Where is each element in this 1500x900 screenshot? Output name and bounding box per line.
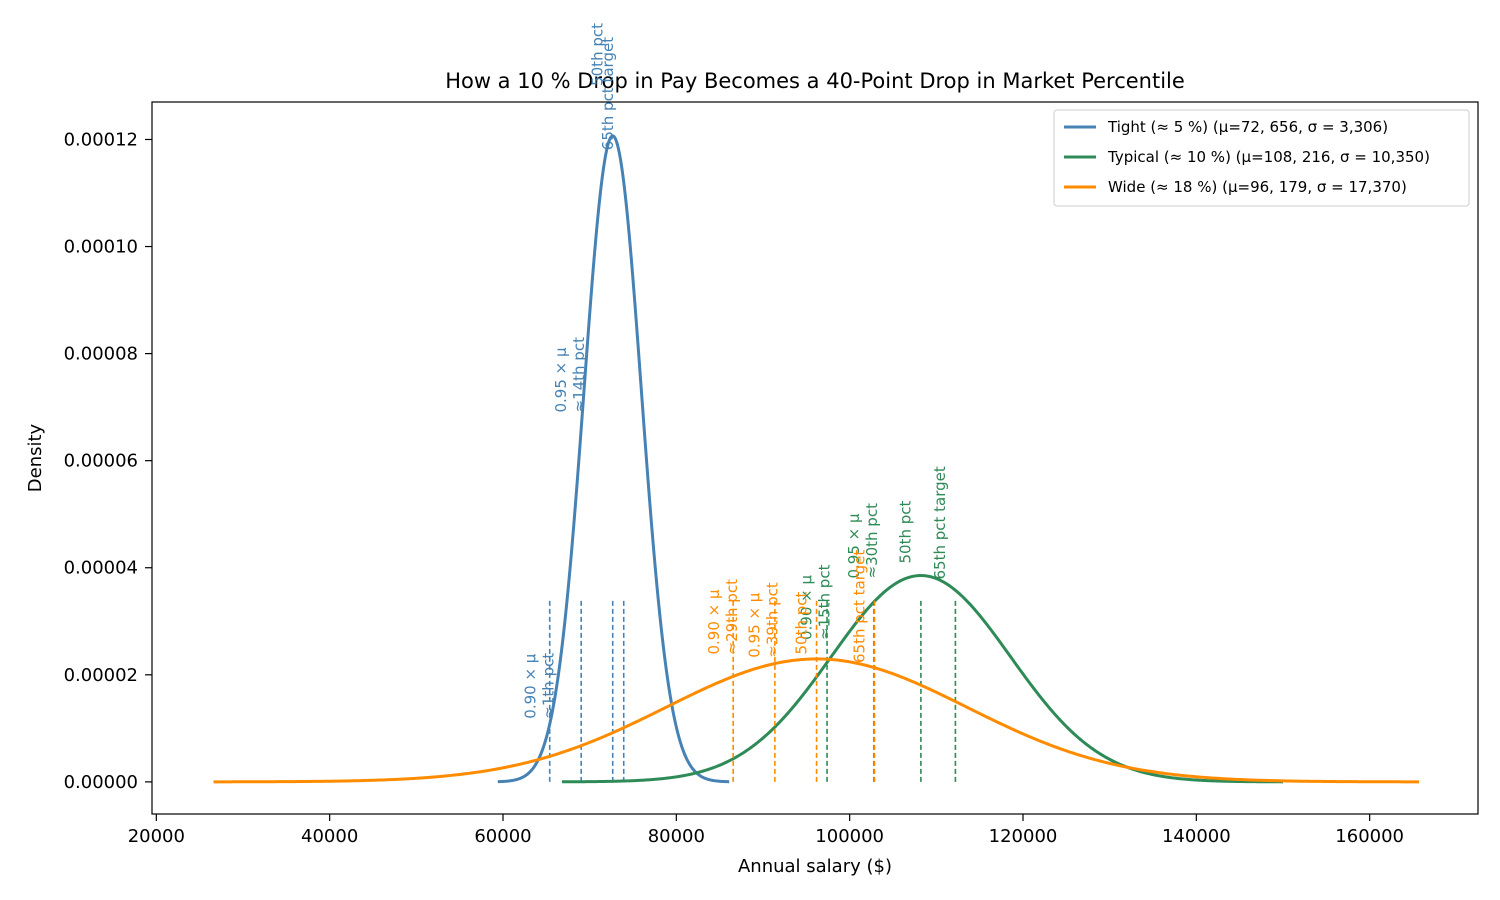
marker-label-line: 0.90 × μ (522, 653, 540, 719)
marker-label-line: 50th pct (792, 591, 810, 654)
marker-label-1-2: 50th pct (896, 500, 914, 563)
series-line-1 (561, 574, 1284, 784)
y-tick-label: 0.00002 (64, 665, 138, 686)
marker-label-line: 0.90 × μ (705, 589, 723, 655)
x-tick-label: 80000 (648, 826, 705, 847)
series-line-0 (496, 134, 731, 784)
x-tick-label: 160000 (1335, 826, 1404, 847)
legend-entry-1: Typical (≈ 10 %) (μ=108, 216, σ = 10,350… (1107, 148, 1430, 166)
marker-label-line: ≈29th pct (723, 579, 741, 655)
marker-label-0-3: 65th pct target (599, 37, 617, 150)
y-tick-label: 0.00000 (64, 772, 138, 793)
y-tick-label: 0.00008 (64, 344, 138, 365)
y-axis: 0.00000 0.00002 0.00004 0.00006 0.00008 0.000… (64, 129, 152, 793)
legend: Tight (≈ 5 %) (μ=72, 656, σ = 3,306) Typi… (1053, 109, 1470, 207)
marker-label-2-1: 0.95 × μ≈39th pct (746, 582, 782, 658)
x-tick-label: 100000 (815, 826, 884, 847)
legend-box (1053, 109, 1470, 207)
x-tick-label: 20000 (128, 826, 185, 847)
x-tick-label: 140000 (1162, 826, 1231, 847)
x-tick-label: 120000 (989, 826, 1058, 847)
marker-label-0-1: 0.95 × μ≈14th pct (552, 337, 588, 413)
chart-title: How a 10 % Drop in Pay Becomes a 40-Poin… (445, 69, 1185, 93)
y-tick-label: 0.00004 (64, 558, 138, 579)
marker-label-line: ≈39th pct (764, 582, 782, 658)
x-axis: 20000 40000 60000 80000 100000 120000 140000 16… (128, 814, 1404, 847)
legend-entry-0: Tight (≈ 5 %) (μ=72, 656, σ = 3,306) (1107, 118, 1388, 136)
x-tick-label: 60000 (474, 826, 531, 847)
marker-label-0-0: 0.90 × μ≈1th pct (522, 653, 558, 719)
marker-label-line: 50th pct (896, 500, 914, 563)
marker-label-line: 65th pct target (850, 550, 868, 663)
marker-label-1-1: 0.95 × μ≈30th pct (845, 503, 881, 579)
marker-label-line: 0.95 × μ (845, 513, 863, 579)
marker-label-line: 65th pct target (931, 466, 949, 579)
marker-label-line: 0.90 × μ (798, 574, 816, 640)
marker-label-1-0: 0.90 × μ≈15th pct (798, 564, 834, 640)
marker-label-0-2: 50th pct (589, 23, 607, 86)
y-tick-label: 0.00012 (64, 129, 138, 150)
marker-label-line: 0.95 × μ (746, 592, 764, 658)
y-tick-label: 0.00006 (64, 451, 138, 472)
marker-label-line: 65th pct target (599, 37, 617, 150)
y-tick-label: 0.00010 (64, 237, 138, 258)
y-axis-label: Density (25, 423, 46, 492)
x-axis-label: Annual salary ($) (738, 856, 892, 877)
marker-label-line: ≈30th pct (863, 503, 881, 579)
x-tick-label: 40000 (301, 826, 358, 847)
marker-label-line: ≈15th pct (816, 564, 834, 640)
marker-label-line: 50th pct (589, 23, 607, 86)
marker-label-2-2: 50th pct (792, 591, 810, 654)
marker-label-2-0: 0.90 × μ≈29th pct (705, 579, 741, 655)
marker-label-1-3: 65th pct target (931, 466, 949, 579)
marker-label-line: ≈1th pct (540, 653, 558, 719)
legend-entry-2: Wide (≈ 18 %) (μ=96, 179, σ = 17,370) (1108, 178, 1407, 196)
marker-label-2-3: 65th pct target (850, 550, 868, 663)
marker-label-line: ≈14th pct (570, 337, 588, 413)
marker-label-line: 0.95 × μ (552, 347, 570, 413)
plot-frame (151, 101, 1479, 815)
